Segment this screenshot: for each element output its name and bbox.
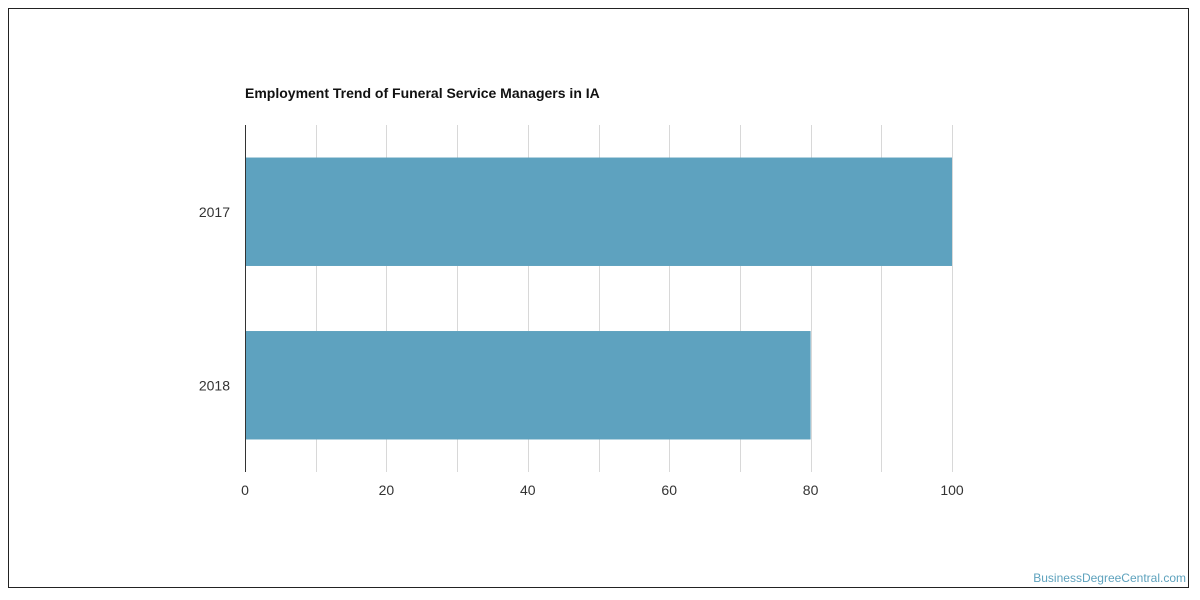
bars xyxy=(245,157,952,440)
category-label: 2017 xyxy=(199,204,230,220)
bar-2017 xyxy=(245,157,952,266)
chart-title: Employment Trend of Funeral Service Mana… xyxy=(245,85,600,101)
category-label: 2018 xyxy=(199,377,230,393)
bar-2018 xyxy=(245,331,811,440)
watermark-text: BusinessDegreeCentral.com xyxy=(1033,571,1186,585)
chart-frame xyxy=(8,8,1189,588)
x-tick-label: 100 xyxy=(940,482,964,498)
x-tick-label: 80 xyxy=(803,482,819,498)
x-tick-label: 20 xyxy=(379,482,395,498)
axis-labels: 2017 2018 0 20 40 60 80 100 xyxy=(199,204,964,498)
x-tick-label: 60 xyxy=(661,482,677,498)
x-tick-label: 40 xyxy=(520,482,536,498)
x-tick-label: 0 xyxy=(241,482,249,498)
